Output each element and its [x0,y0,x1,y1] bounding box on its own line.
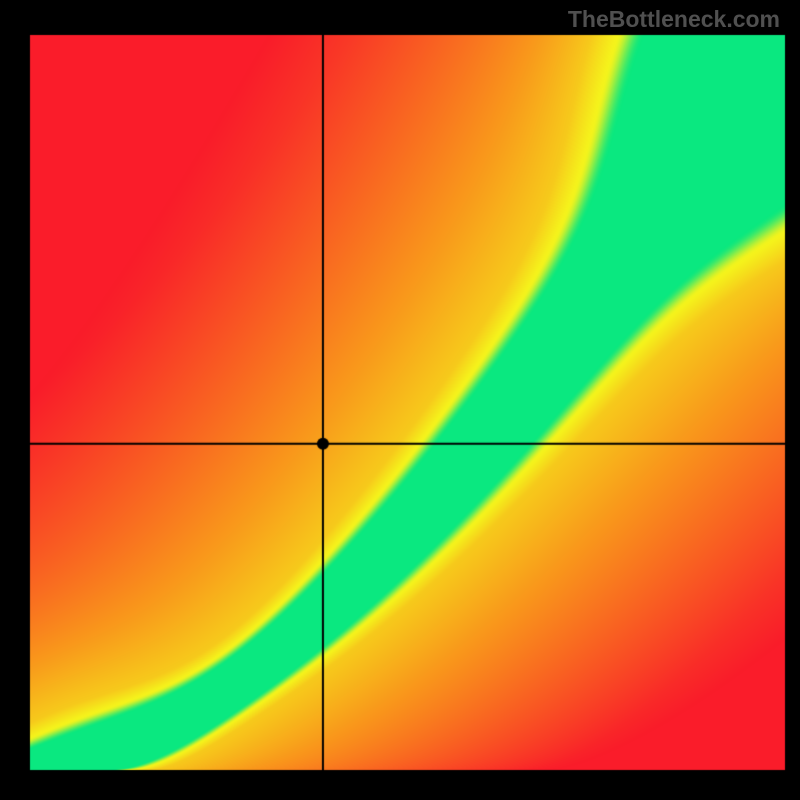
watermark-text: TheBottleneck.com [568,6,780,33]
bottleneck-heatmap [0,0,800,800]
chart-container: TheBottleneck.com [0,0,800,800]
